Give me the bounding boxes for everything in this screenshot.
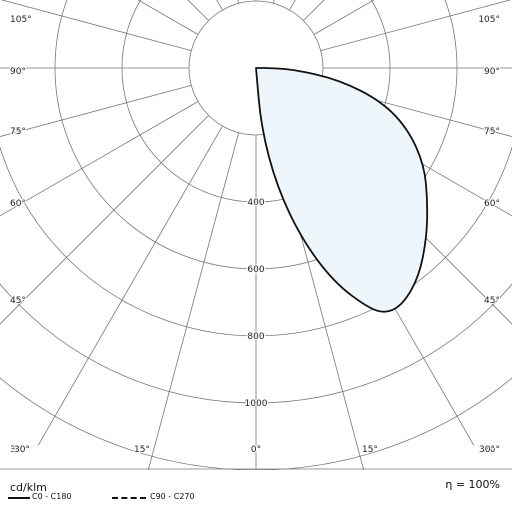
grid-ray xyxy=(137,0,199,35)
radial-tick-label: 800 xyxy=(247,332,264,342)
angle-label-bottom: 30° xyxy=(479,445,495,455)
angle-label-right: 90° xyxy=(484,67,500,77)
grid-ray xyxy=(0,0,192,52)
polar-chart: 400 600 800 1000 105° 90° 75° 60° 45° 30° 105° 90° 7… xyxy=(0,0,512,470)
grid-ray xyxy=(0,101,199,217)
angle-label-bottom: 0° xyxy=(251,445,261,455)
legend-item-c90-c270: C90 - C270 xyxy=(150,492,195,501)
legend-item-c0-c180: C0 - C180 xyxy=(32,492,72,501)
angle-label-bottom: 15° xyxy=(134,445,150,455)
angle-label-right: 30° xyxy=(484,445,500,455)
radial-tick-label: 1000 xyxy=(245,399,268,409)
angle-label-left: 30° xyxy=(10,445,26,455)
angle-label-right: 75° xyxy=(484,127,500,137)
grid-ray xyxy=(313,0,375,35)
grid-ray xyxy=(320,84,512,138)
efficiency-label: η = 100% xyxy=(445,478,500,491)
radial-tick-label: 400 xyxy=(247,198,264,208)
angle-label-left: 90° xyxy=(10,67,26,77)
unit-label: cd/klm xyxy=(10,481,47,494)
grid-ray xyxy=(320,0,512,52)
grid-ray xyxy=(147,132,240,470)
angle-label-right: 45° xyxy=(484,296,500,306)
chart-footer: cd/klm C0 - C180 C90 - C270 η = 100% xyxy=(0,470,512,512)
angle-label-right: 105° xyxy=(478,15,500,25)
grid-ray xyxy=(216,0,223,11)
angle-label-bottom: 30° xyxy=(14,445,30,455)
grid-ray xyxy=(289,0,296,11)
series-layer xyxy=(255,67,429,313)
angle-label-left: 60° xyxy=(10,199,26,209)
angle-label-right: 60° xyxy=(484,199,500,209)
grid-ray xyxy=(0,84,192,138)
series-fill-c0-c180 xyxy=(256,68,428,312)
angle-label-bottom: 15° xyxy=(362,445,378,455)
angle-label-left: 105° xyxy=(10,15,32,25)
legend-dashed-line xyxy=(112,497,146,499)
grid-ray xyxy=(0,115,209,325)
angle-label-left: 45° xyxy=(10,296,26,306)
legend-solid-line xyxy=(8,497,30,499)
grid-ray xyxy=(37,125,223,446)
angle-label-left: 75° xyxy=(10,127,26,137)
label-layer: 400 600 800 1000 105° 90° 75° 60° 45° 30° 105° 90° 7… xyxy=(0,14,512,470)
series-line-c0-c180 xyxy=(255,67,429,313)
radial-tick-label: 600 xyxy=(247,265,264,275)
